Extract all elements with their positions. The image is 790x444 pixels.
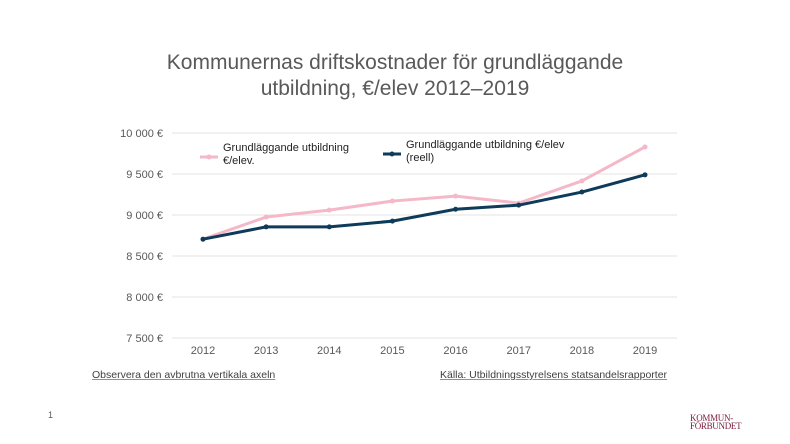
data-point [642,144,648,150]
x-tick-label: 2015 [380,345,404,357]
chart-title: Kommunernas driftskostnader för grundläg… [100,50,690,102]
data-point [579,178,585,184]
y-tick-label: 8 000 € [126,292,163,304]
data-point [389,198,395,204]
data-point [642,172,648,178]
y-tick-label: 8 500 € [126,251,163,263]
x-tick-label: 2017 [506,345,530,357]
data-point [326,224,332,230]
x-tick-label: 2018 [570,345,594,357]
x-tick-label: 2019 [633,345,657,357]
data-point [516,202,522,208]
series-line-1 [202,145,646,241]
data-point [263,214,269,220]
y-tick-label: 7 500 € [126,333,163,345]
x-tick-label: 2016 [443,345,467,357]
axis-note: Observera den avbrutna vertikala axeln [92,369,276,381]
page-number: 1 [48,410,54,420]
title-line-1: Kommunernas driftskostnader för grundläg… [166,51,624,74]
y-tick-label: 9 000 € [126,210,163,222]
source-note: Källa: Utbildningsstyrelsens statsandels… [440,369,668,381]
legend-marker [206,154,212,160]
data-point [389,218,395,224]
data-point [326,207,332,213]
legend-label: €/elev. [223,155,255,167]
data-point [579,189,585,195]
legend-label: Grundläggande utbildning €/elev [406,139,565,151]
x-tick-label: 2014 [317,345,341,357]
y-tick-label: 9 500 € [126,169,163,181]
legend-marker [389,151,395,157]
x-tick-label: 2012 [191,345,215,357]
kommunforbundet-logo: KOMMUN- FÖRBUNDET [690,413,742,431]
data-point [200,236,206,242]
legend-label: Grundläggande utbildning [223,142,349,154]
title-line-2: utbildning, €/elev 2012–2019 [260,77,530,100]
legend-label: (reell) [406,152,434,164]
x-tick-label: 2013 [254,345,278,357]
data-point [453,206,459,212]
series-line-2 [202,173,646,241]
y-tick-label: 10 000 € [120,128,163,140]
data-point [453,193,459,199]
data-point [263,224,269,230]
